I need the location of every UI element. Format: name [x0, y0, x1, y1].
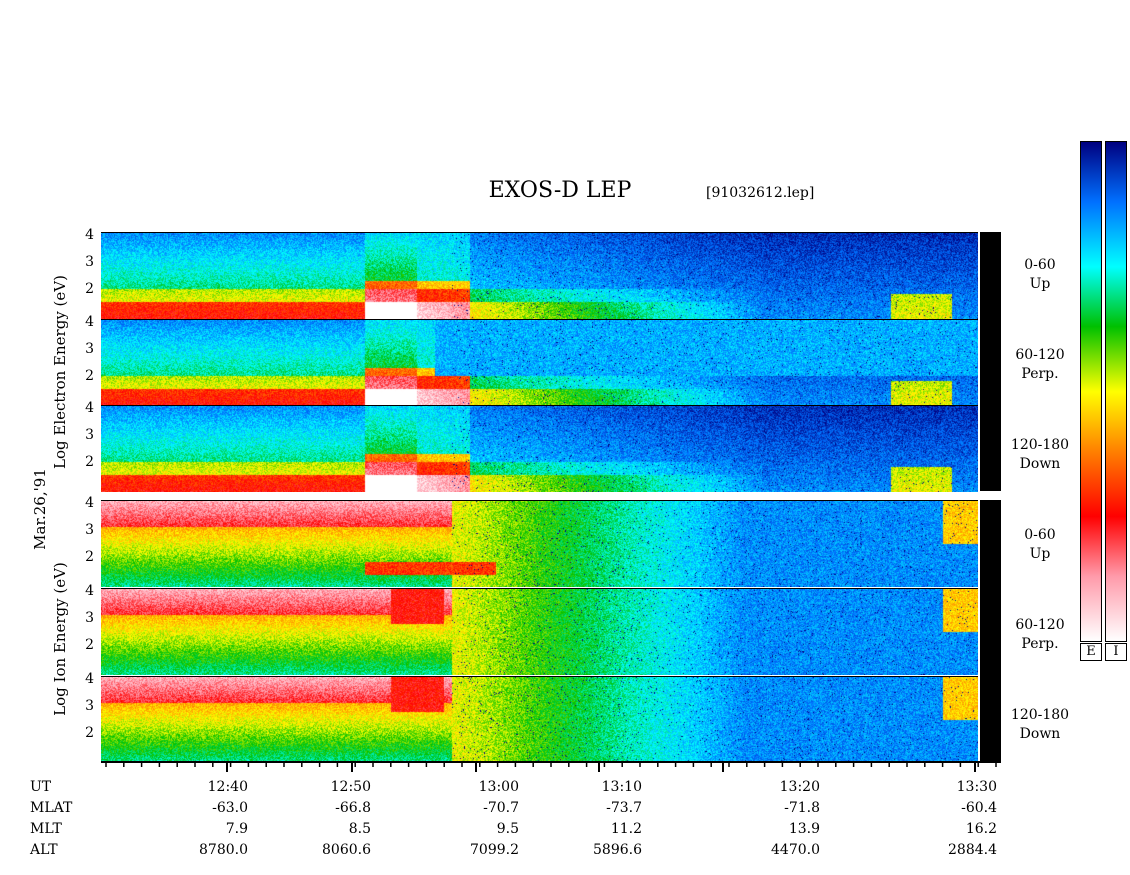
y-tick-label: 3 [85, 254, 94, 270]
pitch-range: 120-180 [1010, 437, 1070, 453]
y-tick-label: 3 [85, 427, 94, 443]
spectrogram-electron-down [101, 405, 978, 492]
spectrogram-ion-up [101, 500, 978, 587]
axis-row-value: -63.0 [212, 800, 248, 816]
axis-row-value: 9.5 [496, 821, 519, 837]
axis-row-value: 8780.0 [199, 842, 248, 858]
data-gap-bar-ion [980, 500, 1001, 762]
species-separator [101, 492, 978, 498]
axis-row-label: MLAT [30, 800, 73, 816]
pitch-direction: Perp. [1021, 366, 1059, 382]
pitch-direction: Up [1029, 276, 1051, 292]
axis-row-value: 13.9 [788, 821, 820, 837]
axis-row-value: 12:40 [207, 779, 248, 795]
y-tick-label: 4 [85, 583, 94, 599]
colorbar-electron [1080, 141, 1102, 642]
axis-row-value: 13:00 [478, 779, 519, 795]
axis-row-value: 8060.6 [322, 842, 371, 858]
spectrogram-electron-perp [101, 319, 978, 406]
colorbar-label-e: E [1080, 643, 1102, 661]
y-tick-label: 4 [85, 495, 94, 511]
pitch-range: 120-180 [1010, 707, 1070, 723]
y-tick-label: 2 [85, 368, 94, 384]
axis-row-value: 7099.2 [470, 842, 519, 858]
spectrogram-electron-up [101, 232, 978, 319]
y-tick-label: 3 [85, 522, 94, 538]
pitch-label: 120-180 Down [1010, 436, 1070, 474]
y-tick-label: 3 [85, 341, 94, 357]
axis-row-value: 13:30 [956, 779, 997, 795]
pitch-direction: Up [1029, 546, 1051, 562]
pitch-range: 0-60 [1024, 257, 1056, 273]
axis-row-label: ALT [30, 842, 58, 858]
y-tick-label: 3 [85, 610, 94, 626]
date-label: Mar.26,'91 [31, 468, 49, 550]
y-tick-label: 2 [85, 281, 94, 297]
colorbar-label-i: I [1105, 643, 1127, 661]
pitch-label: 0-60 Up [1010, 526, 1070, 564]
axis-row-value: 13:20 [779, 779, 820, 795]
pitch-label: 60-120 Perp. [1010, 346, 1070, 384]
colorbar-ion [1105, 141, 1127, 642]
spectrogram-ion-down [101, 676, 978, 763]
axis-row-label: MLT [30, 821, 62, 837]
y-tick-label: 4 [85, 314, 94, 330]
pitch-direction: Down [1019, 456, 1061, 472]
y-tick-label: 4 [85, 671, 94, 687]
y-tick-label: 2 [85, 549, 94, 565]
axis-row-value: 8.5 [348, 821, 371, 837]
electron-ylabel: Log Electron Energy (eV) [51, 275, 69, 469]
axis-row-value: 5896.6 [593, 842, 642, 858]
axis-row-value: 11.2 [610, 821, 642, 837]
axis-row-value: -66.8 [335, 800, 371, 816]
chart-title: EXOS-D LEP [488, 178, 632, 203]
y-tick-label: 2 [85, 725, 94, 741]
axis-row-value: 16.2 [965, 821, 997, 837]
axis-row-value: 13:10 [601, 779, 642, 795]
pitch-label: 60-120 Perp. [1010, 616, 1070, 654]
pitch-label: 0-60 Up [1010, 256, 1070, 294]
axis-row-value: -60.4 [961, 800, 997, 816]
ion-ylabel: Log Ion Energy (eV) [51, 562, 69, 716]
pitch-range: 60-120 [1015, 617, 1065, 633]
file-name: [91032612.lep] [706, 185, 815, 201]
axis-row-value: 2884.4 [948, 842, 997, 858]
y-tick-label: 4 [85, 400, 94, 416]
y-tick-label: 3 [85, 698, 94, 714]
pitch-range: 0-60 [1024, 527, 1056, 543]
pitch-direction: Perp. [1021, 636, 1059, 652]
axis-row-value: 12:50 [330, 779, 371, 795]
time-axis [101, 761, 1001, 772]
pitch-direction: Down [1019, 726, 1061, 742]
y-tick-label: 4 [85, 227, 94, 243]
axis-row-value: -70.7 [483, 800, 519, 816]
data-gap-bar-electron [980, 232, 1001, 491]
axis-row-value: 4470.0 [771, 842, 820, 858]
pitch-label: 120-180 Down [1010, 706, 1070, 744]
y-tick-label: 2 [85, 454, 94, 470]
axis-row-value: 7.9 [225, 821, 248, 837]
axis-row-value: -71.8 [784, 800, 820, 816]
pitch-range: 60-120 [1015, 347, 1065, 363]
axis-row-value: -73.7 [606, 800, 642, 816]
y-tick-label: 2 [85, 637, 94, 653]
spectrogram-ion-perp [101, 588, 978, 675]
axis-row-label: UT [30, 779, 52, 795]
